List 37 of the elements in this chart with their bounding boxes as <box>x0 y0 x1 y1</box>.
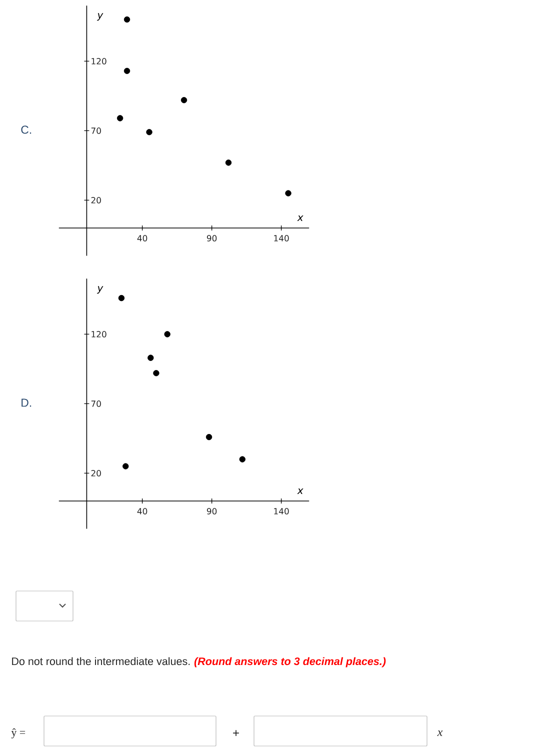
text: + <box>233 730 239 736</box>
point <box>146 128 152 136</box>
point <box>225 160 232 166</box>
x-axis-title: x <box>297 488 304 494</box>
point <box>148 354 154 361</box>
text: x <box>437 730 443 736</box>
y-tick-label: 70 <box>91 128 101 134</box>
text: (Round answers to 3 decimal places.) <box>194 657 386 668</box>
x-axis-title: x <box>297 216 304 221</box>
y-tick-label: 70 <box>91 400 101 407</box>
point <box>124 16 130 23</box>
y-tick-label: 120 <box>92 331 106 338</box>
text: C. <box>21 126 32 134</box>
point <box>124 68 130 74</box>
y-axis-title: y <box>96 13 104 21</box>
x-tick-label: 40 <box>137 508 148 514</box>
point <box>116 115 124 122</box>
point <box>164 331 170 338</box>
x-tick-label: 90 <box>206 508 217 514</box>
point <box>153 370 160 376</box>
point <box>118 294 125 302</box>
point <box>206 434 212 440</box>
point <box>285 190 292 196</box>
point <box>122 463 129 470</box>
text: Do not round the intermediate values. <box>12 657 190 666</box>
x-tick-label: 140 <box>274 508 289 514</box>
point <box>239 456 246 462</box>
text: ŷ = <box>11 728 26 738</box>
x-tick-label: 140 <box>274 235 289 242</box>
y-tick-label: 120 <box>92 58 106 64</box>
x-tick-label: 90 <box>206 235 217 242</box>
x-tick-label: 40 <box>137 235 148 242</box>
y-tick-label: 20 <box>91 470 101 476</box>
y-axis-title: y <box>96 286 104 294</box>
y-tick-label: 20 <box>91 197 101 204</box>
text: D. <box>22 398 32 407</box>
point <box>180 97 188 104</box>
